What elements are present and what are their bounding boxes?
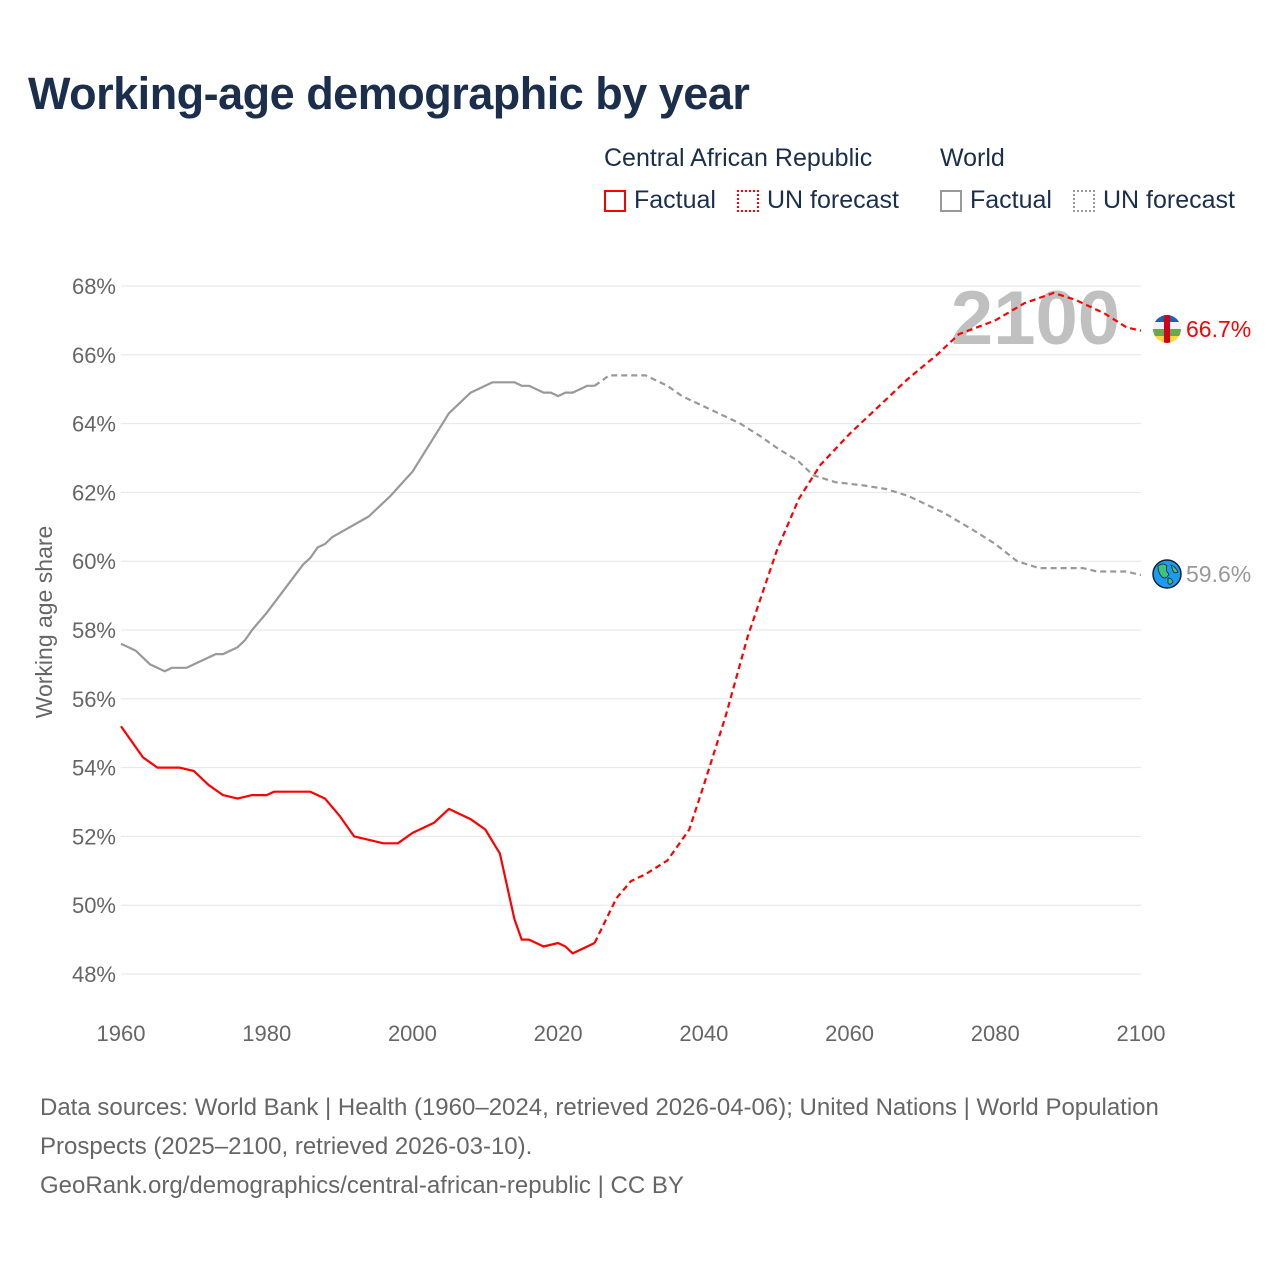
legend-label: UN forecast xyxy=(1103,186,1235,214)
x-tick-label: 2040 xyxy=(679,1021,728,1046)
series-line-3 xyxy=(593,374,1142,577)
legend-world-factual[interactable]: Factual xyxy=(940,186,1052,215)
legend-car-factual[interactable]: Factual xyxy=(604,186,716,215)
y-tick-label: 52% xyxy=(72,824,116,849)
chart-title: Working-age demographic by year xyxy=(28,68,750,119)
x-tick-label: 2080 xyxy=(971,1021,1020,1046)
legend-label: UN forecast xyxy=(767,186,899,214)
x-tick-label: 1960 xyxy=(97,1021,146,1046)
y-tick-label: 50% xyxy=(72,893,116,918)
legend-group-car: Central African Republic xyxy=(604,144,873,172)
globe-icon xyxy=(1152,559,1182,589)
legend-label: Factual xyxy=(634,186,716,214)
y-tick-label: 68% xyxy=(72,274,116,299)
x-tick-label: 1980 xyxy=(242,1021,291,1046)
y-tick-label: 64% xyxy=(72,412,116,437)
x-tick-label: 2100 xyxy=(1117,1021,1166,1046)
year-watermark: 2100 xyxy=(951,276,1120,361)
legend-swatch-dotted xyxy=(737,189,759,212)
line-chart: 48% 50% 52% 54% 56% 58% 60% 62% 64% 66% 68% 1960 198… xyxy=(31,274,1251,1046)
legend-car-forecast[interactable]: UN forecast xyxy=(737,186,899,215)
series-line-2 xyxy=(120,381,595,673)
data-sources: Data sources: World Bank | Health (1960–… xyxy=(40,1094,1159,1160)
y-tick-label: 62% xyxy=(72,480,116,505)
series-line-0 xyxy=(120,725,596,955)
x-tick-label: 2020 xyxy=(534,1021,583,1046)
legend-world-forecast[interactable]: UN forecast xyxy=(1073,186,1235,215)
y-tick-label: 60% xyxy=(72,549,116,574)
end-label-car: 66.7% xyxy=(1186,316,1251,342)
legend-swatch-solid xyxy=(604,189,626,212)
series-line-1 xyxy=(593,291,1142,944)
footer: Data sources: World Bank | Health (1960–… xyxy=(40,1088,1200,1205)
legend-swatch-solid xyxy=(940,189,962,212)
y-tick-label: 48% xyxy=(72,962,116,987)
y-tick-label: 66% xyxy=(72,343,116,368)
source-link[interactable]: GeoRank.org/demographics/central-african… xyxy=(40,1172,684,1199)
y-tick-label: 58% xyxy=(72,618,116,643)
legend-group-world: World xyxy=(940,144,1005,172)
y-axis-label: Working age share xyxy=(31,526,57,719)
y-tick-label: 56% xyxy=(72,687,116,712)
y-tick-label: 54% xyxy=(72,756,116,781)
legend-swatch-dotted xyxy=(1073,189,1095,212)
legend-label: Factual xyxy=(970,186,1052,214)
end-label-world: 59.6% xyxy=(1186,561,1251,587)
car-flag-icon xyxy=(1153,315,1181,343)
x-tick-label: 2000 xyxy=(388,1021,437,1046)
x-tick-label: 2060 xyxy=(825,1021,874,1046)
